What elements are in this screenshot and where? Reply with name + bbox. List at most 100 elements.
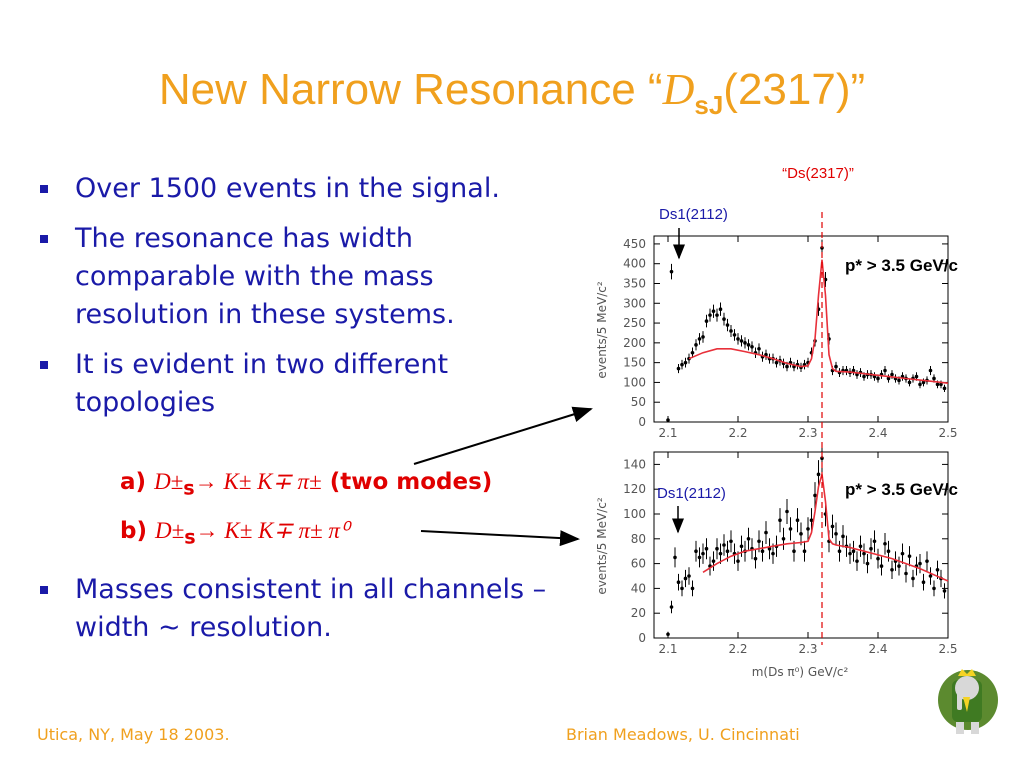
data-point <box>785 364 789 369</box>
data-point <box>767 546 772 551</box>
data-point <box>795 518 800 522</box>
data-point <box>753 556 758 561</box>
y-tick-label: 150 <box>623 356 646 370</box>
data-point <box>743 341 747 345</box>
data-point <box>666 632 670 637</box>
data-point <box>806 527 810 531</box>
data-point <box>715 546 719 551</box>
data-point <box>900 551 905 556</box>
bullet-square-icon <box>40 586 48 594</box>
bullet-item: Over 1500 events in the signal. <box>38 170 588 208</box>
data-point <box>939 382 943 387</box>
pointer-arrow-a <box>413 406 593 465</box>
top-plot-frame <box>653 235 949 423</box>
subitem-formula-b: → K± K∓ π± <box>194 469 322 494</box>
x-tick-label: 2.3 <box>798 426 817 440</box>
footer-right: Brian Meadows, U. Cincinnati <box>566 725 800 744</box>
bullet-item: Masses consistent in all channels – widt… <box>38 571 615 647</box>
x-tick-label: 2.4 <box>868 642 887 656</box>
x-tick-label: 2.1 <box>658 426 677 440</box>
data-point <box>736 337 740 341</box>
x-tick-label: 2.5 <box>938 426 957 440</box>
data-point <box>718 551 723 556</box>
data-point <box>802 549 807 553</box>
title-symbol: D <box>662 65 695 114</box>
bullet-text: The resonance has width comparable with … <box>75 223 455 330</box>
y-tick-label: 0 <box>638 415 646 429</box>
data-point <box>680 586 684 591</box>
data-point <box>879 564 884 568</box>
top-ds1-label: Ds1(2112) <box>659 206 728 223</box>
data-point <box>669 269 674 274</box>
data-point <box>872 539 877 544</box>
top-pcut-label: p* > 3.5 GeV/c <box>845 256 958 275</box>
data-point <box>841 534 845 539</box>
bottom-pcut-label: p* > 3.5 GeV/c <box>845 480 958 499</box>
data-point <box>715 313 719 317</box>
data-point <box>746 537 751 541</box>
data-point <box>830 524 835 529</box>
data-point <box>890 372 894 377</box>
bullet-item: The resonance has width comparable with … <box>38 220 515 334</box>
bullet-text: It is evident in two different topologie… <box>75 349 449 418</box>
data-point <box>911 576 915 581</box>
footer-left: Utica, NY, May 18 2003. <box>37 725 230 744</box>
data-point <box>676 580 681 584</box>
bottom-plot: 2.1 2.2 2.3 2.4 2.5 0 20 40 60 80 100 120 140 events… <box>595 443 958 679</box>
data-point <box>725 549 730 553</box>
subitem-a: a) D±s→ K± K∓ π± (two modes) <box>120 469 492 500</box>
title-subscript: sJ <box>694 89 724 120</box>
data-point <box>813 493 817 498</box>
y-tick-label: 140 <box>623 457 646 471</box>
data-point <box>729 329 733 333</box>
data-point <box>778 518 782 522</box>
data-point <box>886 549 891 553</box>
data-point <box>942 386 947 391</box>
elephant-mascot-logo <box>938 669 998 734</box>
data-point <box>837 549 842 553</box>
y-tick-label: 120 <box>623 482 646 496</box>
data-point <box>834 364 838 369</box>
data-point <box>816 472 821 477</box>
y-tick-label: 250 <box>623 316 646 330</box>
y-tick-label: 20 <box>631 606 646 620</box>
data-point <box>942 589 947 593</box>
data-point <box>732 333 737 337</box>
data-point <box>764 530 768 535</box>
y-tick-label: 100 <box>623 375 646 389</box>
y-tick-label: 60 <box>631 557 646 571</box>
data-point <box>792 549 796 553</box>
data-point <box>757 539 761 544</box>
data-point <box>865 561 870 566</box>
slide-title: New Narrow Resonance “DsJ(2317)” <box>0 64 1024 121</box>
y-tick-label: 200 <box>623 336 646 350</box>
subitem-formula-b: → K± K∓ π± π⁰ <box>195 518 350 543</box>
data-point <box>914 374 919 379</box>
data-point <box>725 323 730 327</box>
top-ylabel: events/5 MeV/c² <box>595 281 609 379</box>
data-point <box>820 456 824 461</box>
y-tick-label: 450 <box>623 237 646 251</box>
subitem-label: a) <box>120 469 147 495</box>
subitem-formula-a: D± <box>155 518 185 543</box>
data-point <box>669 605 674 609</box>
data-point <box>928 368 933 373</box>
data-point <box>858 544 863 549</box>
subitem-note: (two modes) <box>329 469 493 495</box>
data-point <box>718 307 723 312</box>
data-point <box>708 313 712 317</box>
data-point <box>925 559 929 563</box>
data-point <box>690 350 695 355</box>
bullet-square-icon <box>40 235 48 243</box>
data-point <box>918 561 922 566</box>
data-point <box>876 556 880 561</box>
subitem-b: b) D±s→ K± K∓ π± π⁰ <box>120 518 349 549</box>
subitem-formula-sub: s <box>184 525 196 549</box>
data-point <box>848 551 852 556</box>
data-point <box>886 376 891 381</box>
bullet-text: Masses consistent in all channels – widt… <box>75 574 547 643</box>
data-point <box>722 543 726 547</box>
data-point <box>711 309 716 313</box>
x-tick-label: 2.1 <box>658 642 677 656</box>
x-tick-label: 2.2 <box>728 426 747 440</box>
